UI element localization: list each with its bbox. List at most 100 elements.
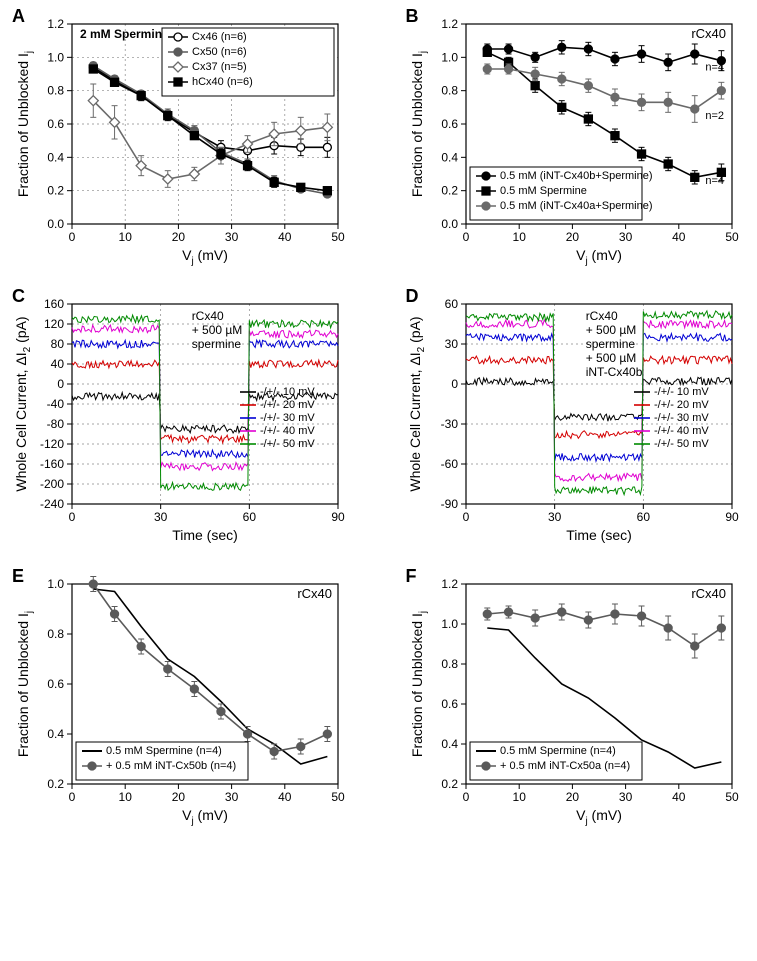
svg-text:0.8: 0.8 — [47, 84, 64, 98]
svg-text:40: 40 — [672, 230, 686, 244]
panel-E: E 010203040500.20.40.60.81.0Vj (mV)Fract… — [10, 570, 374, 830]
svg-text:50: 50 — [331, 790, 345, 804]
svg-text:0.4: 0.4 — [441, 737, 458, 751]
svg-text:20: 20 — [172, 790, 186, 804]
svg-text:1.2: 1.2 — [47, 17, 64, 31]
svg-text:Vj (mV): Vj (mV) — [576, 807, 622, 827]
svg-text:-90: -90 — [440, 497, 458, 511]
svg-text:2 mM Spermine: 2 mM Spermine — [80, 27, 169, 41]
plot-C: 0306090-240-200-160-120-80-4004080120160… — [10, 290, 350, 550]
panel-label-A: A — [12, 6, 25, 27]
svg-text:0.0: 0.0 — [441, 217, 458, 231]
svg-text:rCx40: rCx40 — [297, 586, 332, 601]
svg-text:-/+/- 20 mV: -/+/- 20 mV — [260, 399, 315, 411]
svg-text:20: 20 — [565, 790, 579, 804]
svg-text:1.2: 1.2 — [441, 577, 458, 591]
svg-text:+ 0.5 mM iNT-Cx50a (n=4): + 0.5 mM iNT-Cx50a (n=4) — [500, 760, 630, 772]
svg-text:0.8: 0.8 — [441, 84, 458, 98]
svg-text:-30: -30 — [440, 417, 458, 431]
svg-text:60: 60 — [243, 510, 257, 524]
svg-text:0: 0 — [69, 790, 76, 804]
svg-text:1.2: 1.2 — [441, 17, 458, 31]
svg-text:30: 30 — [444, 337, 458, 351]
svg-text:40: 40 — [278, 230, 292, 244]
svg-text:0: 0 — [69, 510, 76, 524]
svg-text:-/+/- 30 mV: -/+/- 30 mV — [654, 412, 709, 424]
svg-text:10: 10 — [119, 790, 133, 804]
svg-text:-/+/- 10 mV: -/+/- 10 mV — [260, 386, 315, 398]
svg-text:n=4: n=4 — [705, 175, 724, 187]
svg-text:Fraction of Unblocked Ij: Fraction of Unblocked Ij — [409, 51, 429, 197]
svg-text:0.6: 0.6 — [47, 677, 64, 691]
svg-text:1.0: 1.0 — [441, 617, 458, 631]
svg-text:-/+/- 10 mV: -/+/- 10 mV — [654, 386, 709, 398]
svg-text:-200: -200 — [40, 477, 64, 491]
svg-text:30: 30 — [225, 790, 239, 804]
svg-text:0.4: 0.4 — [47, 727, 64, 741]
svg-text:Fraction of Unblocked Ij: Fraction of Unblocked Ij — [15, 611, 35, 757]
panel-D: D 0306090-90-60-3003060Time (sec)Whole C… — [404, 290, 757, 550]
svg-text:30: 30 — [547, 510, 561, 524]
svg-text:1.0: 1.0 — [47, 577, 64, 591]
svg-text:0.4: 0.4 — [441, 150, 458, 164]
svg-text:0.2: 0.2 — [47, 777, 64, 791]
panel-label-F: F — [406, 566, 417, 587]
svg-text:-40: -40 — [47, 397, 65, 411]
plot-F: 010203040500.20.40.60.81.01.2Vj (mV)Frac… — [404, 570, 744, 830]
svg-text:30: 30 — [618, 230, 632, 244]
svg-text:10: 10 — [512, 230, 526, 244]
svg-text:Cx50 (n=6): Cx50 (n=6) — [192, 46, 247, 58]
svg-text:60: 60 — [636, 510, 650, 524]
svg-text:0.6: 0.6 — [441, 117, 458, 131]
svg-text:-/+/- 30 mV: -/+/- 30 mV — [260, 412, 315, 424]
svg-text:0.2: 0.2 — [47, 184, 64, 198]
svg-text:-240: -240 — [40, 497, 64, 511]
svg-text:80: 80 — [51, 337, 65, 351]
svg-text:120: 120 — [44, 317, 64, 331]
figure-grid: A 010203040500.00.20.40.60.81.01.2Vj (mV… — [10, 10, 757, 830]
svg-text:0.8: 0.8 — [441, 657, 458, 671]
plot-D: 0306090-90-60-3003060Time (sec)Whole Cel… — [404, 290, 744, 550]
svg-text:0.4: 0.4 — [47, 150, 64, 164]
svg-text:0.6: 0.6 — [47, 117, 64, 131]
svg-text:-120: -120 — [40, 437, 64, 451]
svg-text:0: 0 — [462, 790, 469, 804]
plot-E: 010203040500.20.40.60.81.0Vj (mV)Fractio… — [10, 570, 350, 830]
svg-text:-/+/- 50 mV: -/+/- 50 mV — [260, 438, 315, 450]
svg-text:1.0: 1.0 — [441, 50, 458, 64]
svg-text:-160: -160 — [40, 457, 64, 471]
svg-text:0: 0 — [57, 377, 64, 391]
svg-text:0.5 mM (iNT-Cx40a+Spermine): 0.5 mM (iNT-Cx40a+Spermine) — [500, 200, 653, 212]
panel-label-E: E — [12, 566, 24, 587]
svg-text:+ 0.5 mM iNT-Cx50b (n=4): + 0.5 mM iNT-Cx50b (n=4) — [106, 760, 236, 772]
svg-text:-/+/- 20 mV: -/+/- 20 mV — [654, 399, 709, 411]
svg-text:+ 500 µM: + 500 µM — [192, 323, 243, 337]
svg-text:spermine: spermine — [585, 337, 635, 351]
svg-text:Vj (mV): Vj (mV) — [182, 807, 228, 827]
svg-text:iNT-Cx40b: iNT-Cx40b — [585, 365, 642, 379]
svg-text:50: 50 — [331, 230, 345, 244]
svg-text:n=4: n=4 — [705, 62, 724, 74]
svg-text:0: 0 — [462, 230, 469, 244]
svg-text:0: 0 — [451, 377, 458, 391]
svg-text:30: 30 — [154, 510, 168, 524]
svg-text:0.2: 0.2 — [441, 184, 458, 198]
panel-F: F 010203040500.20.40.60.81.01.2Vj (mV)Fr… — [404, 570, 757, 830]
svg-text:50: 50 — [725, 790, 739, 804]
svg-text:hCx40 (n=6): hCx40 (n=6) — [192, 76, 253, 88]
svg-text:160: 160 — [44, 297, 64, 311]
svg-text:+ 500 µM: + 500 µM — [585, 351, 636, 365]
svg-text:30: 30 — [225, 230, 239, 244]
svg-text:-60: -60 — [440, 457, 458, 471]
plot-B: 010203040500.00.20.40.60.81.01.2Vj (mV)F… — [404, 10, 744, 270]
svg-text:0.5 mM Spermine: 0.5 mM Spermine — [500, 185, 587, 197]
svg-text:Cx46 (n=6): Cx46 (n=6) — [192, 31, 247, 43]
svg-text:40: 40 — [672, 790, 686, 804]
svg-text:0.5 mM Spermine (n=4): 0.5 mM Spermine (n=4) — [106, 745, 222, 757]
svg-text:Fraction of Unblocked Ij: Fraction of Unblocked Ij — [409, 611, 429, 757]
svg-text:90: 90 — [331, 510, 345, 524]
svg-text:0.0: 0.0 — [47, 217, 64, 231]
svg-text:spermine: spermine — [192, 337, 242, 351]
svg-text:30: 30 — [618, 790, 632, 804]
svg-text:Whole Cell Current, ΔI2 (pA): Whole Cell Current, ΔI2 (pA) — [407, 316, 427, 491]
